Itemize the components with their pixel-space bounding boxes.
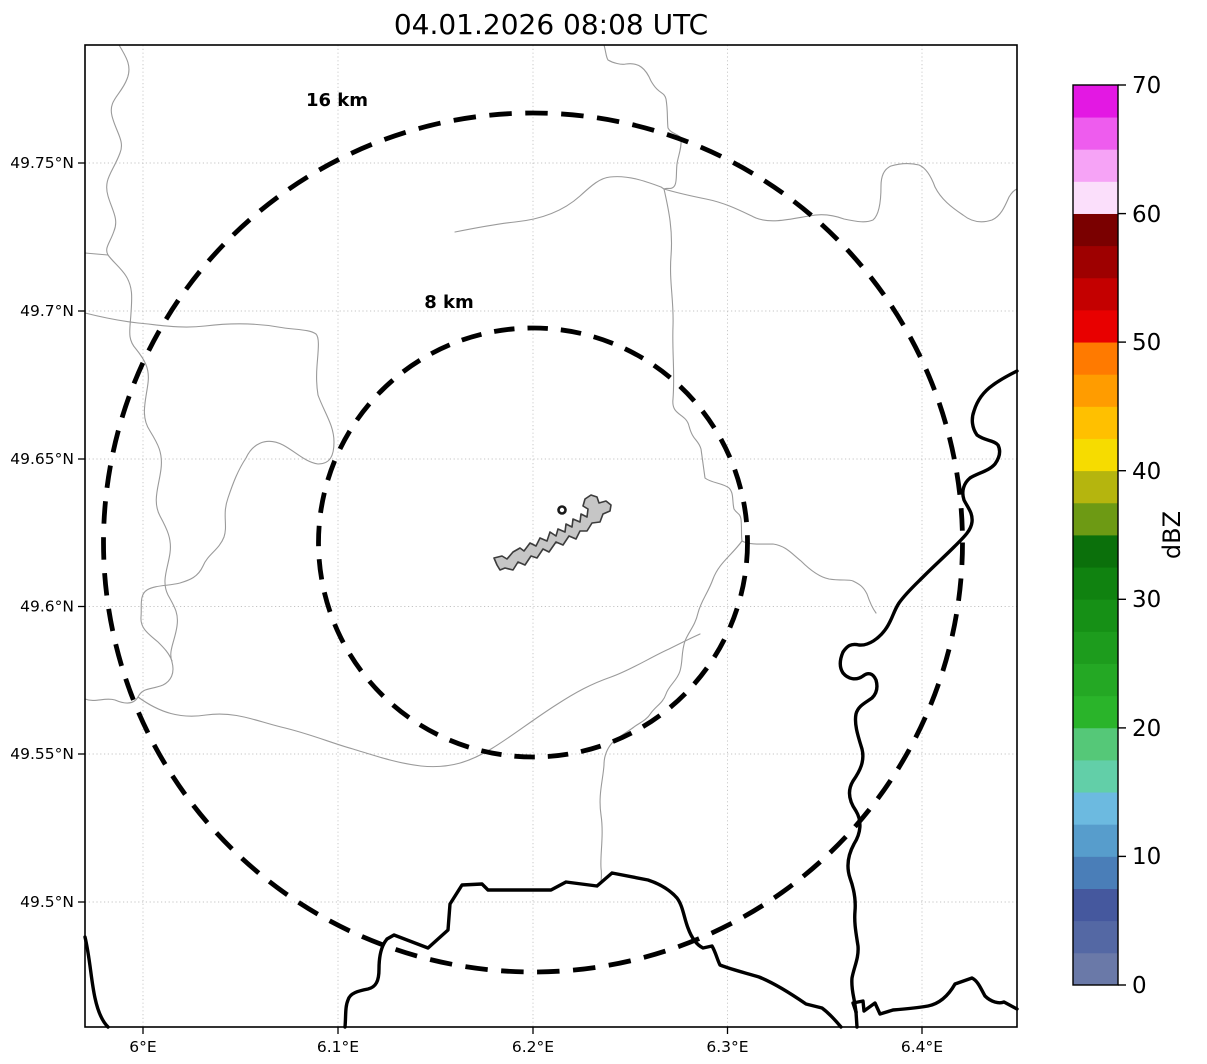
colorbar-segment bbox=[1073, 727, 1118, 761]
border-tripoint-south bbox=[854, 1010, 859, 1029]
colorbar-segment bbox=[1073, 406, 1118, 439]
plot-frame bbox=[84, 44, 1018, 1028]
colorbar-segment bbox=[1073, 213, 1118, 247]
colorbar-tick-label: 0 bbox=[1132, 973, 1147, 999]
country-border-lines bbox=[83, 369, 1019, 1029]
admin-boundary-lines bbox=[84, 44, 1018, 883]
x-axis-label: 6.4°E bbox=[901, 1038, 943, 1056]
colorbar-segment bbox=[1073, 760, 1118, 793]
x-axis-label: 6.3°E bbox=[706, 1038, 748, 1056]
colorbar-segment bbox=[1073, 149, 1118, 182]
colorbar-tick-labels: 0 10 20 30 40 50 60 70 bbox=[1132, 73, 1161, 999]
y-axis-label: 49.6°N bbox=[20, 598, 74, 616]
colorbar-tick-label: 30 bbox=[1132, 587, 1161, 613]
y-axis-labels: 49.75°N 49.7°N 49.65°N 49.6°N 49.55°N 49… bbox=[10, 154, 74, 911]
colorbar-segment bbox=[1073, 888, 1118, 922]
colorbar-segment bbox=[1073, 470, 1118, 504]
city-area-polygon bbox=[493, 494, 612, 571]
colorbar-segment bbox=[1073, 277, 1118, 311]
colorbar-segment bbox=[1073, 695, 1118, 729]
chart-title: 04.01.2026 08:08 UTC bbox=[394, 8, 708, 41]
colorbar-segment bbox=[1073, 920, 1118, 954]
colorbar-segment bbox=[1073, 856, 1118, 889]
radar-site-marker bbox=[557, 505, 567, 515]
colorbar-segment bbox=[1073, 438, 1118, 472]
colorbar-segment bbox=[1073, 535, 1118, 568]
colorbar-segment bbox=[1073, 85, 1118, 118]
border-france-south bbox=[343, 871, 843, 1029]
y-axis-label: 49.5°N bbox=[20, 893, 74, 911]
colorbar-segment bbox=[1073, 792, 1118, 825]
border-river-east bbox=[838, 369, 1019, 1014]
y-axis-label: 49.7°N bbox=[20, 302, 74, 320]
colorbar-segment bbox=[1073, 117, 1118, 150]
colorbar-segment bbox=[1073, 342, 1118, 375]
colorbar-tick-label: 40 bbox=[1132, 459, 1161, 485]
range-ring-8km bbox=[316, 325, 750, 760]
y-axis-label: 49.65°N bbox=[10, 450, 74, 468]
colorbar-segment bbox=[1073, 631, 1118, 664]
colorbar-frame bbox=[1072, 84, 1119, 986]
border-southwest bbox=[83, 935, 110, 1029]
range-ring-8km-label: 8 km bbox=[424, 292, 474, 313]
colorbar-segment bbox=[1073, 663, 1118, 697]
y-axis-label: 49.75°N bbox=[10, 154, 74, 172]
range-rings bbox=[101, 110, 965, 975]
range-ring-16km-label: 16 km bbox=[306, 90, 368, 111]
border-tripoint-east bbox=[851, 976, 1019, 1016]
colorbar-segment bbox=[1073, 502, 1118, 536]
colorbar-tick-label: 20 bbox=[1132, 716, 1161, 742]
colorbar-tick-label: 10 bbox=[1132, 844, 1161, 870]
x-axis-label: 6.2°E bbox=[512, 1038, 554, 1056]
colorbar-segment bbox=[1073, 567, 1118, 600]
colorbar-segment bbox=[1073, 952, 1118, 986]
colorbar-segment bbox=[1073, 181, 1118, 214]
y-axis-label: 49.55°N bbox=[10, 745, 74, 763]
colorbar-tick-label: 70 bbox=[1132, 73, 1161, 99]
axis-ticks bbox=[78, 162, 923, 1034]
colorbar-segments bbox=[1073, 85, 1118, 986]
colorbar-ticks bbox=[1118, 84, 1126, 986]
colorbar-axis-label: dBZ bbox=[1158, 511, 1186, 559]
x-axis-label: 6°E bbox=[129, 1038, 156, 1056]
colorbar-segment bbox=[1073, 374, 1118, 407]
grid-lines bbox=[85, 45, 1017, 1027]
x-axis-labels: 6°E 6.1°E 6.2°E 6.3°E 6.4°E bbox=[129, 1038, 943, 1056]
colorbar-tick-label: 50 bbox=[1132, 330, 1161, 356]
colorbar-segment bbox=[1073, 245, 1118, 279]
colorbar-segment bbox=[1073, 824, 1118, 857]
colorbar-tick-label: 60 bbox=[1132, 202, 1161, 228]
x-axis-label: 6.1°E bbox=[317, 1038, 359, 1056]
colorbar-segment bbox=[1073, 310, 1118, 343]
range-ring-16km bbox=[101, 110, 965, 975]
colorbar-segment bbox=[1073, 599, 1118, 632]
